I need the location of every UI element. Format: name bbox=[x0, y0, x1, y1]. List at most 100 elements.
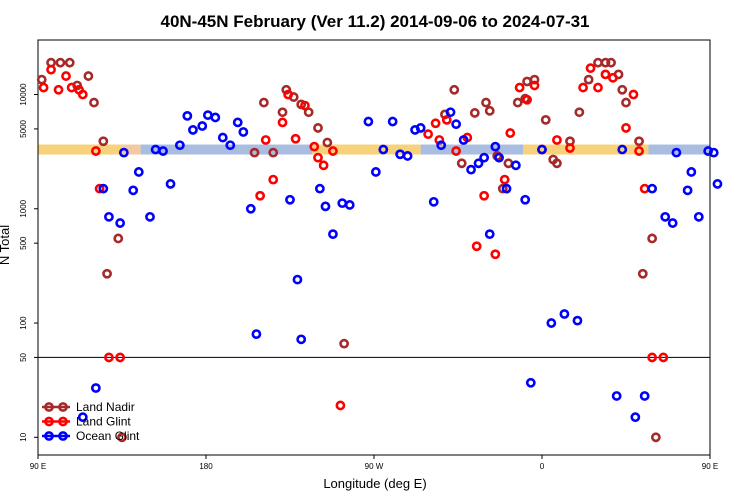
point-2-14 bbox=[188, 125, 198, 135]
point-2-31 bbox=[344, 200, 355, 210]
point-0-12 bbox=[258, 97, 269, 108]
point-2-45 bbox=[466, 164, 476, 175]
series-0 bbox=[36, 57, 661, 443]
y-tick-label-4: 1000 bbox=[19, 199, 28, 217]
point-0-0 bbox=[36, 74, 47, 85]
point-0-24 bbox=[456, 158, 467, 169]
point-1-23 bbox=[423, 129, 434, 140]
point-2-49 bbox=[490, 141, 501, 152]
point-2-29 bbox=[328, 229, 338, 240]
legend-marker-0 bbox=[44, 402, 54, 412]
point-1-50 bbox=[658, 352, 669, 363]
legend-marker-b-1 bbox=[58, 416, 68, 427]
point-2-44 bbox=[458, 135, 469, 145]
point-2-15 bbox=[197, 121, 208, 131]
point-0-33 bbox=[522, 76, 532, 87]
point-2-51 bbox=[501, 183, 512, 194]
x-tick-label-0: 90 E bbox=[30, 462, 46, 471]
point-1-3 bbox=[61, 71, 71, 81]
point-2-35 bbox=[387, 116, 398, 127]
point-0-47 bbox=[634, 136, 644, 147]
point-1-49 bbox=[647, 352, 658, 363]
point-2-47 bbox=[479, 152, 490, 163]
point-1-13 bbox=[268, 174, 279, 185]
point-1-18 bbox=[309, 141, 320, 152]
point-0-14 bbox=[277, 107, 288, 118]
point-2-5 bbox=[118, 147, 129, 158]
point-2-8 bbox=[145, 211, 155, 222]
point-1-1 bbox=[46, 64, 56, 75]
point-2-16 bbox=[202, 110, 213, 121]
x-tick-label-4: 90 E bbox=[702, 462, 718, 471]
point-1-12 bbox=[260, 135, 271, 145]
y-tick-label-2: 100 bbox=[19, 316, 28, 330]
data-points bbox=[36, 57, 723, 443]
point-2-60 bbox=[617, 144, 628, 155]
point-0-5 bbox=[83, 71, 94, 81]
point-2-69 bbox=[693, 211, 704, 222]
point-0-31 bbox=[512, 97, 523, 108]
point-2-10 bbox=[158, 146, 168, 156]
point-0-9 bbox=[113, 233, 124, 244]
legend-label-0: Land Nadir bbox=[76, 400, 135, 414]
point-2-18 bbox=[217, 132, 228, 143]
band-segment-3 bbox=[312, 144, 421, 155]
y-tick-label-1: 50 bbox=[19, 352, 28, 361]
point-2-0 bbox=[77, 412, 88, 423]
point-0-43 bbox=[606, 57, 616, 68]
point-1-30 bbox=[479, 190, 490, 201]
point-2-2 bbox=[98, 183, 109, 194]
point-1-31 bbox=[490, 249, 501, 260]
point-2-68 bbox=[686, 167, 697, 177]
legend-marker-b-2 bbox=[58, 431, 68, 441]
band-segment-2 bbox=[140, 144, 313, 155]
chart-title: 40N-45N February (Ver 11.2) 2014-09-06 t… bbox=[160, 12, 589, 31]
point-0-45 bbox=[617, 84, 628, 95]
point-2-64 bbox=[660, 211, 671, 222]
point-2-40 bbox=[428, 196, 439, 207]
point-0-27 bbox=[484, 105, 495, 116]
y-tick-label-5: 5000 bbox=[19, 119, 28, 137]
point-2-23 bbox=[251, 329, 262, 340]
point-1-14 bbox=[277, 117, 288, 128]
point-1-19 bbox=[313, 152, 323, 163]
point-0-42 bbox=[600, 57, 611, 68]
point-0-3 bbox=[64, 57, 75, 68]
point-1-40 bbox=[578, 82, 588, 93]
point-1-24 bbox=[430, 118, 441, 129]
point-0-7 bbox=[98, 136, 109, 147]
point-0-11 bbox=[249, 147, 260, 158]
point-0-49 bbox=[647, 233, 658, 244]
point-2-12 bbox=[174, 140, 185, 151]
point-0-19 bbox=[313, 123, 323, 133]
point-1-6 bbox=[77, 89, 88, 100]
band-segment-4 bbox=[420, 144, 524, 155]
band-segment-0 bbox=[38, 144, 122, 155]
point-1-4 bbox=[66, 82, 77, 93]
point-2-55 bbox=[537, 144, 547, 155]
point-2-54 bbox=[525, 377, 536, 388]
point-2-65 bbox=[667, 218, 678, 228]
point-0-50 bbox=[650, 432, 661, 443]
legend-marker-b-0 bbox=[58, 402, 68, 412]
point-1-10 bbox=[115, 352, 126, 363]
point-0-39 bbox=[574, 107, 585, 118]
point-2-30 bbox=[337, 198, 348, 209]
point-2-1 bbox=[90, 383, 101, 393]
point-1-9 bbox=[104, 352, 114, 363]
band-segment-1 bbox=[122, 144, 141, 155]
point-1-7 bbox=[90, 146, 101, 156]
point-1-34 bbox=[514, 82, 525, 93]
point-2-6 bbox=[128, 185, 139, 196]
point-1-46 bbox=[628, 89, 639, 100]
point-1-45 bbox=[621, 123, 631, 133]
point-2-58 bbox=[572, 315, 583, 326]
point-1-16 bbox=[290, 133, 301, 144]
point-2-34 bbox=[378, 144, 389, 155]
point-2-37 bbox=[402, 151, 413, 161]
x-axis-label: Longitude (deg E) bbox=[323, 476, 426, 491]
point-0-8 bbox=[102, 268, 112, 279]
point-2-33 bbox=[370, 167, 381, 177]
